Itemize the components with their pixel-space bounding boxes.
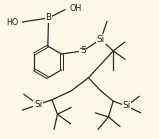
- Text: Si: Si: [34, 100, 42, 109]
- Text: Si: Si: [97, 35, 105, 44]
- Text: Si: Si: [122, 101, 130, 111]
- Text: S: S: [80, 46, 86, 55]
- Text: OH: OH: [70, 4, 82, 13]
- Text: B: B: [45, 13, 52, 22]
- Text: HO: HO: [6, 18, 18, 27]
